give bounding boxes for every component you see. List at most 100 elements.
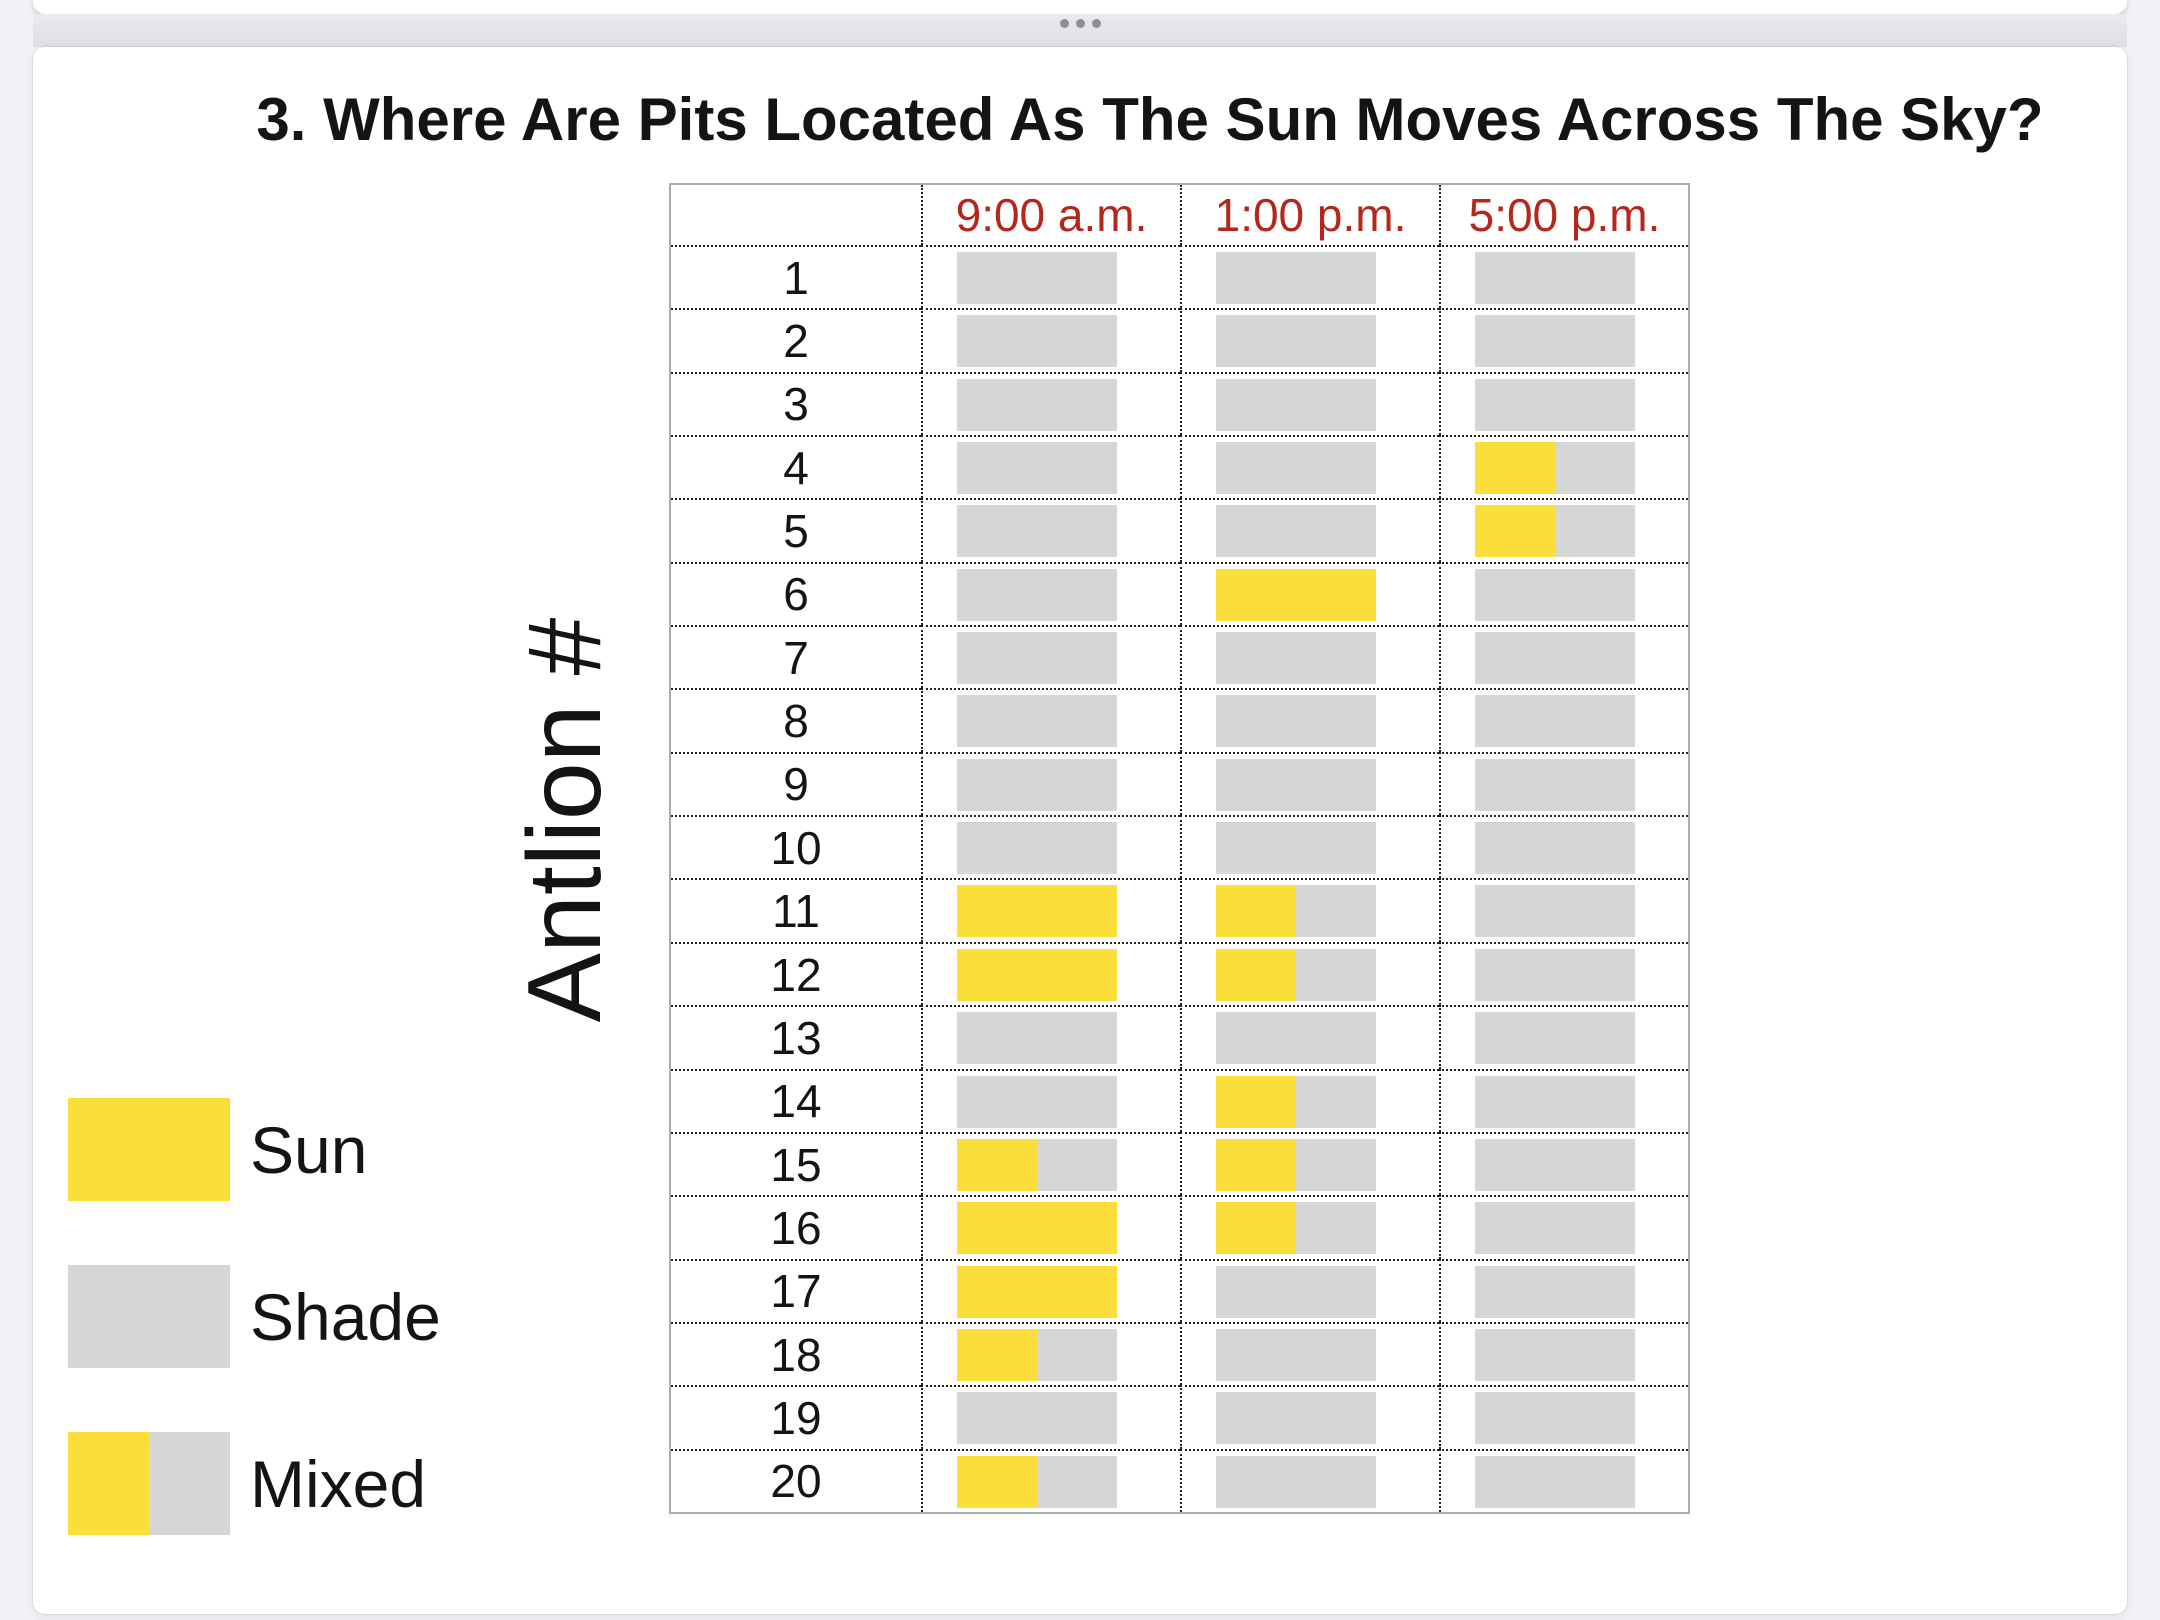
pit-location-bar — [1475, 822, 1635, 875]
cell-9am — [921, 308, 1180, 372]
pit-location-bar — [957, 1455, 1117, 1508]
row-label: 8 — [671, 688, 921, 751]
cell-1pm — [1180, 435, 1439, 499]
column-header-1pm: 1:00 p.m. — [1180, 185, 1439, 245]
cell-5pm — [1439, 1258, 1688, 1322]
pit-location-bar — [1216, 378, 1376, 431]
cell-9am — [921, 751, 1180, 816]
row-label: 16 — [671, 1195, 921, 1258]
pit-location-bar — [1475, 1265, 1635, 1318]
pit-location-bar — [1216, 1138, 1376, 1191]
pit-location-bar — [1475, 252, 1635, 304]
handle-dot-icon — [1059, 19, 1069, 28]
pit-location-bar — [1216, 252, 1376, 304]
cell-5pm — [1439, 1068, 1688, 1132]
pit-location-bar — [1216, 1075, 1376, 1128]
column-header-5pm: 5:00 p.m. — [1439, 185, 1688, 245]
cell-9am — [921, 1005, 1180, 1069]
cell-1pm — [1180, 1068, 1439, 1132]
pit-location-bar — [957, 252, 1117, 304]
pit-location-bar — [1216, 758, 1376, 811]
cell-1pm — [1180, 1005, 1439, 1069]
cell-9am — [921, 688, 1180, 752]
legend-label: Shade — [250, 1279, 441, 1354]
pit-location-bar — [957, 442, 1117, 495]
cell-5pm — [1439, 308, 1688, 372]
cell-9am — [921, 371, 1180, 436]
pit-location-bar — [957, 885, 1117, 938]
pit-location-bar — [1475, 505, 1635, 558]
pit-location-bar — [957, 1265, 1117, 1318]
pit-location-bar — [1475, 948, 1635, 1001]
page-separator-handle[interactable] — [0, 19, 2160, 28]
row-label: 17 — [671, 1258, 921, 1322]
pit-location-bar — [957, 1012, 1117, 1065]
legend-label: Sun — [250, 1112, 368, 1187]
pit-location-bar — [957, 505, 1117, 558]
cell-5pm — [1439, 751, 1688, 816]
cell-9am — [921, 1448, 1180, 1512]
cell-1pm — [1180, 625, 1439, 689]
cell-5pm — [1439, 371, 1688, 436]
cell-5pm — [1439, 1131, 1688, 1196]
row-label: 2 — [671, 308, 921, 371]
pit-location-bar — [1216, 505, 1376, 558]
cell-1pm — [1180, 815, 1439, 879]
pit-location-bar — [957, 695, 1117, 748]
cell-9am — [921, 1258, 1180, 1322]
pit-location-bar — [1216, 822, 1376, 875]
pit-location-bar — [1475, 1012, 1635, 1065]
pit-location-bar — [957, 378, 1117, 431]
handle-dot-icon — [1091, 19, 1101, 28]
pit-location-bar — [1216, 885, 1376, 938]
row-label: 3 — [671, 371, 921, 435]
cell-5pm — [1439, 625, 1688, 689]
pit-location-bar — [957, 822, 1117, 875]
cell-1pm — [1180, 561, 1439, 626]
cell-1pm — [1180, 941, 1439, 1006]
cell-1pm — [1180, 751, 1439, 816]
pit-location-bar — [1216, 1012, 1376, 1065]
row-label: 1 — [671, 245, 921, 308]
pit-location-bar — [957, 1075, 1117, 1128]
cell-1pm — [1180, 308, 1439, 372]
chart-title: 3. Where Are Pits Located As The Sun Mov… — [256, 86, 2044, 153]
cell-5pm — [1439, 1448, 1688, 1512]
pit-location-bar — [1475, 632, 1635, 685]
cell-1pm — [1180, 371, 1439, 436]
row-label: 4 — [671, 435, 921, 498]
pit-location-bar — [1216, 442, 1376, 495]
cell-5pm — [1439, 688, 1688, 752]
row-label: 11 — [671, 878, 921, 941]
pit-location-bar — [1475, 315, 1635, 368]
row-label: 13 — [671, 1005, 921, 1068]
cell-1pm — [1180, 245, 1439, 309]
cell-5pm — [1439, 815, 1688, 879]
cell-1pm — [1180, 688, 1439, 752]
pit-location-bar — [1475, 442, 1635, 495]
cell-5pm — [1439, 498, 1688, 562]
cell-9am — [921, 625, 1180, 689]
cell-5pm — [1439, 1321, 1688, 1386]
cell-5pm — [1439, 1385, 1688, 1449]
cell-9am — [921, 1321, 1180, 1386]
pit-location-bar — [1216, 1455, 1376, 1508]
pit-location-bar — [1216, 1202, 1376, 1255]
row-label: 14 — [671, 1068, 921, 1132]
cell-5pm — [1439, 878, 1688, 942]
table-corner-cell — [671, 185, 921, 245]
cell-9am — [921, 561, 1180, 626]
pit-location-bar — [957, 1392, 1117, 1445]
row-label: 20 — [671, 1448, 921, 1512]
cell-1pm — [1180, 1385, 1439, 1449]
row-label: 15 — [671, 1131, 921, 1195]
cell-9am — [921, 1385, 1180, 1449]
cell-1pm — [1180, 1258, 1439, 1322]
row-label: 6 — [671, 561, 921, 625]
cell-1pm — [1180, 878, 1439, 942]
column-header-9am: 9:00 a.m. — [921, 185, 1180, 245]
pit-location-bar — [957, 1328, 1117, 1381]
cell-1pm — [1180, 1448, 1439, 1512]
cell-5pm — [1439, 561, 1688, 626]
pit-location-bar — [957, 632, 1117, 685]
